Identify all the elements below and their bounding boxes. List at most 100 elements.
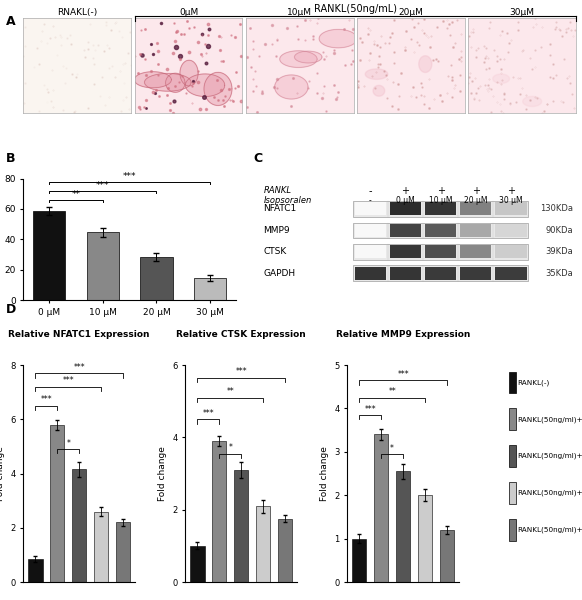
Bar	[509, 445, 516, 467]
Text: CTSK: CTSK	[264, 247, 287, 256]
Text: 130KDa: 130KDa	[540, 205, 573, 214]
Bar	[460, 202, 491, 215]
Text: RANKL(-): RANKL(-)	[518, 379, 550, 386]
Bar	[425, 224, 456, 237]
Bar	[509, 482, 516, 504]
Text: ***: ***	[41, 395, 52, 404]
Text: ***: ***	[364, 404, 376, 413]
Bar	[509, 409, 516, 430]
Polygon shape	[365, 69, 388, 79]
Bar	[460, 267, 491, 280]
Text: ***: ***	[203, 409, 214, 418]
Bar	[256, 506, 270, 582]
Bar	[390, 245, 421, 258]
Bar	[390, 224, 421, 237]
Bar	[495, 245, 527, 258]
Bar	[390, 202, 421, 215]
Title: 20μM: 20μM	[399, 8, 423, 17]
Polygon shape	[186, 74, 225, 97]
Text: B: B	[6, 152, 15, 165]
Title: Relative CTSK Expression: Relative CTSK Expression	[176, 330, 306, 339]
Bar	[352, 539, 367, 582]
Text: +: +	[471, 185, 480, 196]
Bar	[495, 202, 527, 215]
Bar	[374, 434, 388, 582]
Text: +: +	[436, 185, 445, 196]
Bar	[33, 211, 65, 300]
Text: ***: ***	[96, 181, 109, 190]
Bar	[396, 472, 410, 582]
Bar	[425, 202, 456, 215]
Text: ***: ***	[235, 367, 247, 376]
Text: *: *	[228, 443, 232, 452]
Bar	[495, 224, 527, 237]
Polygon shape	[493, 74, 509, 83]
Bar	[29, 559, 42, 582]
Bar	[418, 495, 432, 582]
Bar	[354, 202, 386, 215]
Text: +: +	[507, 185, 515, 196]
Text: NFATC1: NFATC1	[264, 205, 297, 214]
Bar	[425, 267, 456, 280]
Bar	[87, 232, 119, 300]
Bar	[278, 519, 292, 582]
Bar	[460, 245, 491, 258]
Title: 10μM: 10μM	[288, 8, 312, 17]
Polygon shape	[319, 29, 357, 48]
Title: 0μM: 0μM	[179, 8, 198, 17]
Text: ***: ***	[73, 363, 85, 372]
Text: RANKL(50ng/mL): RANKL(50ng/mL)	[314, 4, 397, 14]
Text: Isopsoralen: Isopsoralen	[264, 196, 312, 205]
Polygon shape	[275, 75, 308, 99]
Polygon shape	[204, 73, 232, 106]
Text: 90KDa: 90KDa	[545, 226, 573, 235]
Polygon shape	[144, 73, 191, 91]
Text: GAPDH: GAPDH	[264, 269, 296, 278]
Bar	[425, 245, 456, 258]
Text: -: -	[368, 185, 372, 196]
Bar	[234, 470, 248, 582]
Y-axis label: Fold change: Fold change	[320, 446, 329, 501]
Text: RANKL: RANKL	[264, 185, 292, 194]
Bar	[495, 267, 527, 280]
Bar	[353, 201, 528, 217]
Bar	[509, 519, 516, 541]
Text: 39KDa: 39KDa	[545, 247, 573, 256]
Text: RANKL(50ng/ml)+Iso(10μM): RANKL(50ng/ml)+Iso(10μM)	[518, 453, 582, 460]
Bar	[354, 267, 386, 280]
Bar	[460, 224, 491, 237]
Bar	[353, 244, 528, 260]
Bar	[353, 265, 528, 281]
Text: *: *	[66, 439, 70, 448]
Bar	[353, 223, 528, 238]
Title: RNAKL(-): RNAKL(-)	[57, 8, 97, 17]
Text: 35KDa: 35KDa	[545, 269, 573, 278]
Text: *: *	[390, 444, 394, 453]
Text: ***: ***	[398, 370, 409, 379]
Bar	[439, 530, 454, 582]
Text: RANKL(50ng/ml)+Iso(20μM): RANKL(50ng/ml)+Iso(20μM)	[518, 490, 582, 496]
Bar	[194, 278, 226, 300]
Text: **: **	[226, 388, 234, 397]
Text: 0 μM: 0 μM	[396, 196, 415, 205]
Text: MMP9: MMP9	[264, 226, 290, 235]
Title: Relative NFATC1 Expression: Relative NFATC1 Expression	[8, 330, 150, 339]
Polygon shape	[294, 51, 322, 63]
Title: Relative MMP9 Expression: Relative MMP9 Expression	[336, 330, 470, 339]
Bar	[50, 425, 65, 582]
Bar	[116, 523, 130, 582]
Text: RANKL(50ng/ml)+Iso(30μM): RANKL(50ng/ml)+Iso(30μM)	[518, 527, 582, 533]
Title: 30μM: 30μM	[510, 8, 535, 17]
Text: RANKL(50ng/ml)+Iso(0μM): RANKL(50ng/ml)+Iso(0μM)	[518, 416, 582, 422]
Text: D: D	[6, 303, 16, 316]
Text: ***: ***	[62, 376, 74, 385]
Polygon shape	[166, 73, 185, 92]
Polygon shape	[373, 85, 385, 96]
Polygon shape	[180, 60, 198, 86]
Polygon shape	[280, 51, 317, 67]
Bar	[212, 441, 226, 582]
Polygon shape	[134, 72, 171, 88]
Y-axis label: Fold change: Fold change	[158, 446, 166, 501]
Bar	[72, 469, 86, 582]
Bar	[509, 371, 516, 393]
